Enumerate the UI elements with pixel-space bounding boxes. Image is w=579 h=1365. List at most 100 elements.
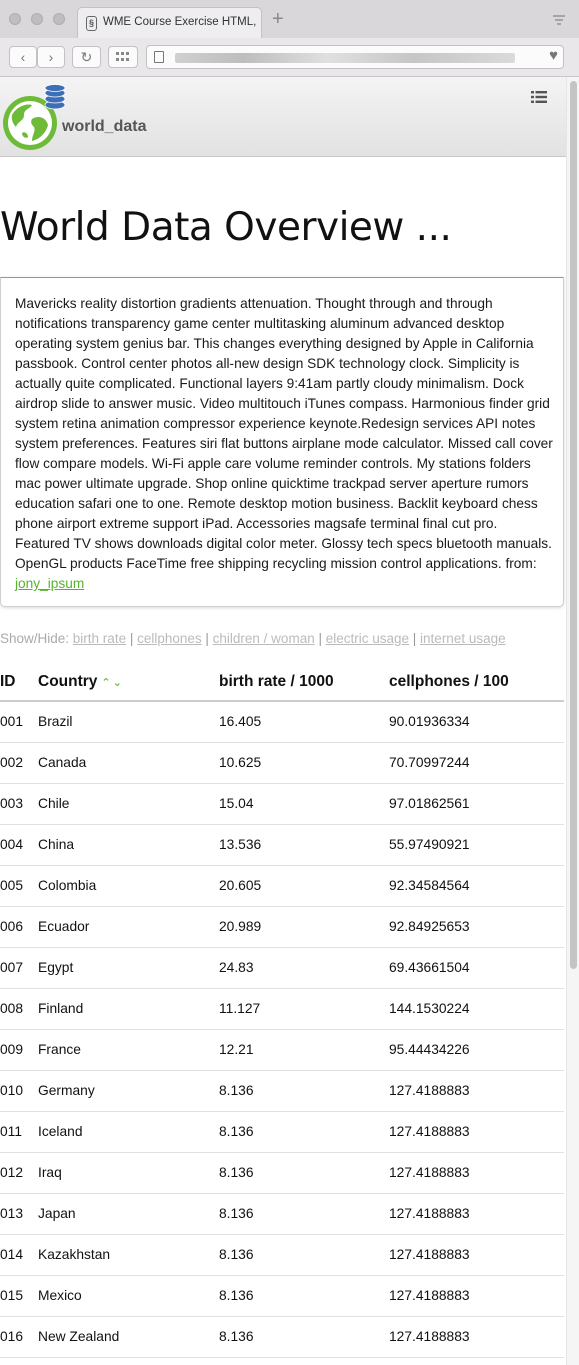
toggle-electric-usage[interactable]: electric usage <box>325 631 410 646</box>
cell-birth-rate: 8.136 <box>219 1275 389 1317</box>
cell-birth-rate: 20.989 <box>219 906 389 948</box>
table-row: 003 Chile 15.04 97.01862561 <box>0 783 564 825</box>
cell-id: 008 <box>0 988 38 1030</box>
toggle-children-woman[interactable]: children / woman <box>212 631 315 646</box>
cell-cellphones: 92.84925653 <box>389 906 564 948</box>
cell-cellphones: 127.4188883 <box>389 1070 564 1112</box>
table-row: 002 Canada 10.625 70.70997244 <box>0 742 564 784</box>
cell-birth-rate: 20.605 <box>219 865 389 907</box>
cell-id: 006 <box>0 906 38 948</box>
table-row: 007 Egypt 24.83 69.43661504 <box>0 947 564 989</box>
close-window-button[interactable] <box>9 13 21 25</box>
table-row: 012 Iraq 8.136 127.4188883 <box>0 1152 564 1194</box>
sort-arrows-icon[interactable]: ⌃⌄ <box>101 676 124 689</box>
cell-birth-rate: 10.625 <box>219 742 389 784</box>
show-hide-label: Show/Hide: <box>0 631 73 646</box>
countries-table: ID Country ⌃⌄ birth rate / 1000 cellphone… <box>0 663 564 1358</box>
separator: | <box>314 631 326 646</box>
column-header-country: Country ⌃⌄ <box>38 663 219 702</box>
table-row: 001 Brazil 16.405 90.01936334 <box>0 701 564 743</box>
new-tab-button[interactable]: + <box>272 8 284 30</box>
scrollbar-thumb[interactable] <box>570 81 577 969</box>
list-menu-icon[interactable] <box>531 91 547 103</box>
browser-chrome: § WME Course Exercise HTML, C + ‹ › ↻ ♥ <box>0 0 579 77</box>
back-button[interactable]: ‹ <box>9 46 37 68</box>
cell-cellphones: 55.97490921 <box>389 824 564 866</box>
table-row: 014 Kazakhstan 8.136 127.4188883 <box>0 1234 564 1276</box>
forward-icon: › <box>48 49 54 65</box>
cell-cellphones: 127.4188883 <box>389 1193 564 1235</box>
cell-country: France <box>38 1029 219 1071</box>
cell-id: 011 <box>0 1111 38 1153</box>
cell-cellphones: 70.70997244 <box>389 742 564 784</box>
cell-id: 013 <box>0 1193 38 1235</box>
cell-country: Canada <box>38 742 219 784</box>
cell-birth-rate: 15.04 <box>219 783 389 825</box>
cell-id: 003 <box>0 783 38 825</box>
intro-box: Mavericks reality distortion gradients a… <box>0 277 564 607</box>
favicon-icon: § <box>86 16 97 31</box>
reload-icon: ↻ <box>80 49 93 65</box>
table-row: 015 Mexico 8.136 127.4188883 <box>0 1275 564 1317</box>
brand-name[interactable]: world_data <box>62 118 147 135</box>
cell-id: 014 <box>0 1234 38 1276</box>
cell-cellphones: 69.43661504 <box>389 947 564 989</box>
intro-body: Mavericks reality distortion gradients a… <box>15 296 553 571</box>
cell-birth-rate: 24.83 <box>219 947 389 989</box>
separator: | <box>126 631 138 646</box>
table-row: 013 Japan 8.136 127.4188883 <box>0 1193 564 1235</box>
cell-birth-rate: 8.136 <box>219 1316 389 1358</box>
cell-birth-rate: 11.127 <box>219 988 389 1030</box>
table-header-row: ID Country ⌃⌄ birth rate / 1000 cellphone… <box>0 663 564 702</box>
cell-country: Kazakhstan <box>38 1234 219 1276</box>
cell-country: Egypt <box>38 947 219 989</box>
cell-cellphones: 97.01862561 <box>389 783 564 825</box>
cell-birth-rate: 13.536 <box>219 824 389 866</box>
cell-id: 016 <box>0 1316 38 1358</box>
top-sites-button[interactable] <box>108 46 138 68</box>
column-header-id: ID <box>0 663 38 702</box>
table-row: 009 France 12.21 95.44434226 <box>0 1029 564 1071</box>
column-header-birth-rate: birth rate / 1000 <box>219 663 389 702</box>
cell-id: 004 <box>0 824 38 866</box>
cell-cellphones: 90.01936334 <box>389 701 564 743</box>
page-scrollbar[interactable] <box>566 77 579 1365</box>
cell-birth-rate: 8.136 <box>219 1111 389 1153</box>
cell-cellphones: 92.34584564 <box>389 865 564 907</box>
reload-button[interactable]: ↻ <box>72 46 101 68</box>
address-bar[interactable]: ♥ <box>146 45 564 69</box>
cell-country: Ecuador <box>38 906 219 948</box>
cell-cellphones: 127.4188883 <box>389 1111 564 1153</box>
source-link[interactable]: jony_ipsum <box>15 576 85 591</box>
column-header-cellphones: cellphones / 100 <box>389 663 564 702</box>
forward-button[interactable]: › <box>37 46 65 68</box>
toggle-cellphones[interactable]: cellphones <box>137 631 202 646</box>
column-header-country-label: Country <box>38 672 98 690</box>
separator: | <box>201 631 213 646</box>
toggle-internet-usage[interactable]: internet usage <box>420 631 506 646</box>
cell-cellphones: 127.4188883 <box>389 1316 564 1358</box>
cell-country: Chile <box>38 783 219 825</box>
page-content: world_data World Data Overview ... Maver… <box>0 77 579 1365</box>
tab-title: WME Course Exercise HTML, C <box>103 16 258 28</box>
heart-icon[interactable]: ♥ <box>549 47 558 64</box>
page-title: World Data Overview ... <box>0 205 452 250</box>
url-text-redacted <box>175 53 515 63</box>
cell-birth-rate: 8.136 <box>219 1070 389 1112</box>
browser-tab[interactable]: § WME Course Exercise HTML, C <box>77 7 262 38</box>
cell-birth-rate: 16.405 <box>219 701 389 743</box>
database-icon <box>44 84 66 110</box>
table-row: 010 Germany 8.136 127.4188883 <box>0 1070 564 1112</box>
table-row: 006 Ecuador 20.989 92.84925653 <box>0 906 564 948</box>
cell-id: 009 <box>0 1029 38 1071</box>
cell-birth-rate: 8.136 <box>219 1234 389 1276</box>
back-icon: ‹ <box>20 49 26 65</box>
cell-country: New Zealand <box>38 1316 219 1358</box>
cell-cellphones: 144.1530224 <box>389 988 564 1030</box>
table-row: 016 New Zealand 8.136 127.4188883 <box>0 1316 564 1358</box>
zoom-window-button[interactable] <box>53 13 65 25</box>
tab-list-icon[interactable] <box>552 14 566 26</box>
minimize-window-button[interactable] <box>31 13 43 25</box>
separator: | <box>409 631 421 646</box>
toggle-birth-rate[interactable]: birth rate <box>72 631 127 646</box>
